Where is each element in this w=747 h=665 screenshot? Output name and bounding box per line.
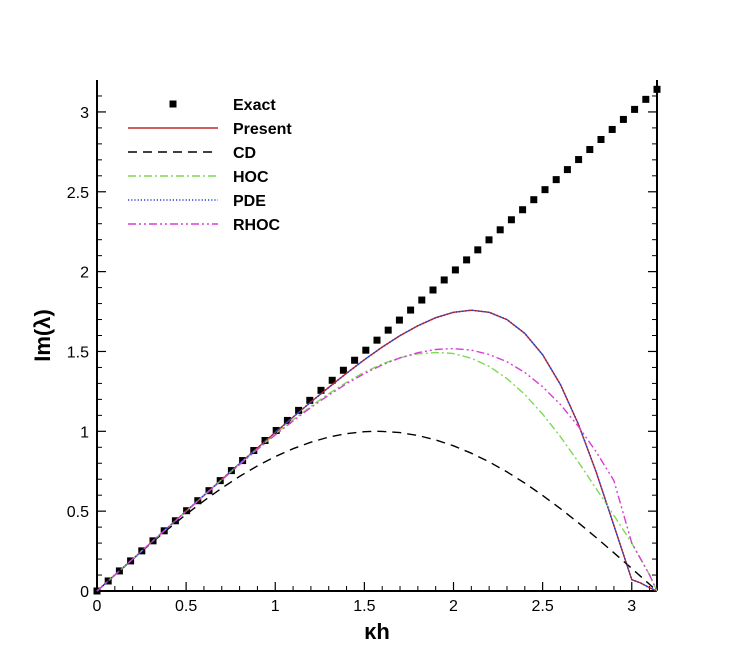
x-axis-title: κh bbox=[364, 619, 390, 644]
y-tick-label: 3 bbox=[80, 105, 89, 122]
series-exact-marker bbox=[451, 266, 459, 274]
series-exact-marker bbox=[541, 186, 549, 194]
series-exact-marker bbox=[373, 336, 381, 344]
series-exact-marker bbox=[485, 236, 493, 244]
y-tick-label: 1.5 bbox=[67, 344, 89, 361]
series-exact-marker bbox=[362, 346, 370, 354]
series-exact-marker bbox=[384, 326, 392, 334]
axes bbox=[96, 80, 658, 592]
x-tick-label: 0 bbox=[93, 598, 102, 615]
x-tick-label: 1 bbox=[271, 598, 280, 615]
series-exact-marker bbox=[351, 356, 359, 364]
series-exact-marker bbox=[339, 366, 347, 374]
series-exact-marker bbox=[586, 146, 594, 154]
legend: Exact Present CD HOC PDE RHOC bbox=[128, 97, 292, 234]
series-exact-marker bbox=[608, 125, 616, 133]
series-hoc-line bbox=[96, 351, 658, 592]
series-exact-marker bbox=[653, 85, 661, 93]
tick-marks bbox=[96, 95, 657, 592]
series-exact-marker bbox=[295, 406, 303, 414]
x-tick-label: 0.5 bbox=[175, 598, 197, 615]
y-tick-label: 0 bbox=[80, 584, 89, 601]
series-present-line bbox=[96, 309, 658, 592]
series-exact-marker bbox=[418, 296, 426, 304]
tick-labels: 0 0.5 1 1.5 2 2.5 3 0 0.5 1 1.5 2 2.5 3 bbox=[67, 105, 637, 615]
series-exact-marker bbox=[575, 156, 583, 164]
legend-exact-label: Exact bbox=[233, 97, 276, 114]
y-axis-title: Im(λ) bbox=[30, 309, 55, 362]
series-pde-line bbox=[96, 309, 658, 592]
x-tick-label: 3 bbox=[627, 598, 636, 615]
series-exact-marker bbox=[395, 316, 403, 324]
legend-exact-swatch bbox=[169, 100, 177, 108]
series-exact-marker bbox=[328, 376, 336, 384]
series-exact-marker bbox=[317, 386, 325, 394]
series-exact-marker bbox=[474, 246, 482, 254]
x-tick-label: 1.5 bbox=[353, 598, 375, 615]
legend-present-label: Present bbox=[233, 121, 292, 138]
legend-hoc-label: HOC bbox=[233, 169, 269, 186]
series-cd-line bbox=[96, 430, 658, 592]
series-exact-marker bbox=[496, 226, 504, 234]
x-tick-label: 2.5 bbox=[532, 598, 554, 615]
series-exact-marker bbox=[552, 176, 560, 184]
series-exact-marker bbox=[283, 416, 291, 424]
legend-cd-label: CD bbox=[233, 145, 256, 162]
series-lines bbox=[93, 85, 661, 595]
series-exact-marker bbox=[407, 306, 415, 314]
series-exact-marker bbox=[306, 396, 314, 404]
series-exact-marker bbox=[519, 206, 527, 214]
y-tick-label: 2.5 bbox=[67, 185, 89, 202]
y-tick-label: 2 bbox=[80, 265, 89, 282]
series-exact-marker bbox=[440, 276, 448, 284]
series-exact-marker bbox=[507, 216, 515, 224]
series-exact-marker bbox=[642, 95, 650, 103]
x-tick-label: 2 bbox=[449, 598, 458, 615]
legend-rhoc-label: RHOC bbox=[233, 217, 281, 234]
series-exact-marker bbox=[429, 286, 437, 294]
series-exact-marker bbox=[631, 105, 639, 113]
legend-pde-label: PDE bbox=[233, 193, 266, 210]
y-tick-label: 0.5 bbox=[67, 504, 89, 521]
series-exact-marker bbox=[619, 115, 627, 123]
series-exact-marker bbox=[272, 426, 280, 434]
series-rhoc-line bbox=[96, 347, 658, 592]
series-exact-marker bbox=[530, 196, 538, 204]
series-exact-marker bbox=[463, 256, 471, 264]
series-exact-marker bbox=[563, 166, 571, 174]
series-exact-marker bbox=[597, 135, 605, 143]
y-tick-label: 1 bbox=[80, 424, 89, 441]
